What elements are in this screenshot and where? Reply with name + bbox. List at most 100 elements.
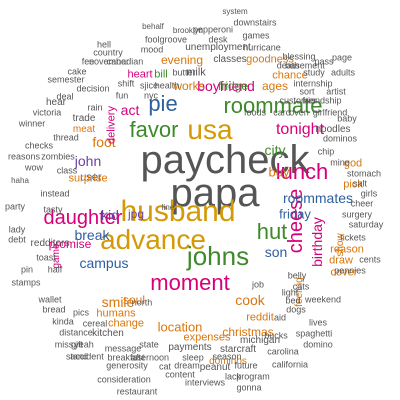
word: job — [251, 279, 265, 290]
word: surgery — [341, 209, 373, 220]
word: wow — [24, 162, 44, 173]
word: usa — [187, 114, 233, 145]
word: draw — [329, 254, 353, 267]
word: carolina — [267, 346, 299, 357]
word: friday — [279, 206, 311, 222]
word: card — [273, 107, 291, 118]
word: domino — [303, 339, 333, 350]
word: debt — [8, 234, 26, 245]
word: foolgroove — [144, 34, 188, 45]
word: sleep — [182, 352, 204, 363]
word: yeah — [74, 339, 94, 350]
word: girlfriend — [312, 107, 348, 118]
word: fee — [81, 56, 95, 67]
word: tickets — [340, 232, 366, 243]
word: starcraft — [219, 344, 257, 355]
word: state — [139, 339, 159, 350]
word: system — [222, 7, 248, 16]
word: pin — [20, 264, 34, 275]
word: promise — [48, 237, 92, 251]
word: unemployment — [185, 42, 251, 53]
word: salt — [352, 178, 368, 189]
word: internship — [293, 78, 333, 89]
word: customer — [279, 95, 317, 106]
word: heart — [127, 68, 153, 81]
word: sort — [299, 86, 315, 97]
word: friendship — [302, 95, 342, 106]
word: milk — [186, 66, 206, 79]
word: johns — [186, 241, 250, 271]
word: husband — [120, 195, 236, 228]
word: redditors — [30, 238, 70, 249]
word: bucks — [264, 330, 288, 341]
word: bill — [154, 68, 168, 81]
word: future — [234, 360, 258, 371]
word: mine — [330, 157, 350, 168]
word: noodles — [315, 124, 351, 135]
word: toast — [36, 252, 56, 263]
word: reddit — [246, 311, 274, 324]
word: city — [264, 142, 286, 158]
word: brooklyn — [172, 26, 204, 35]
word: gonna — [236, 382, 262, 393]
word: cook — [235, 292, 265, 308]
word: program — [236, 371, 270, 382]
word: expenses — [183, 331, 231, 344]
word: behalf — [142, 22, 164, 31]
word: thread — [53, 132, 79, 143]
word: roommates — [282, 190, 354, 206]
word: zombies — [41, 151, 75, 162]
word: lack — [224, 371, 242, 382]
word: spaghetti — [295, 328, 333, 339]
word: lunch — [275, 159, 329, 184]
word: generosity — [106, 360, 148, 371]
word: break — [74, 227, 110, 243]
word: baby — [337, 113, 357, 124]
word: foods — [243, 107, 267, 118]
word: blessing — [282, 51, 316, 62]
word: girls — [360, 188, 378, 199]
word: haha — [11, 176, 29, 185]
word: paycheck — [140, 138, 310, 182]
word: dominos — [322, 133, 358, 144]
word: california — [271, 359, 309, 370]
word: boyfriend — [197, 78, 255, 94]
word: cereal — [82, 318, 108, 329]
word: shift — [117, 78, 135, 89]
word: butter — [172, 67, 196, 78]
word: papa — [170, 171, 260, 215]
word: surprise — [68, 172, 108, 185]
word: peanut — [199, 362, 231, 373]
word: reasons — [7, 151, 41, 162]
word: adults — [330, 67, 356, 78]
word: gift — [70, 339, 84, 350]
word: roommate — [223, 93, 323, 118]
word: kitchen — [92, 328, 124, 339]
word: checks — [24, 140, 54, 151]
word: lives — [308, 317, 328, 328]
word: dominos — [209, 356, 247, 367]
word: season — [212, 351, 242, 362]
word: wallet — [38, 294, 62, 305]
word: cheer — [350, 198, 374, 209]
word: winner — [18, 118, 46, 129]
word: daughter — [43, 207, 123, 229]
word: content — [165, 369, 195, 380]
word: ages — [261, 79, 289, 93]
word: michigan — [239, 335, 281, 346]
word: trade — [72, 113, 96, 124]
word: chance — [272, 69, 308, 82]
word: hear — [45, 97, 67, 108]
word: payments — [168, 342, 212, 353]
word: fun — [115, 90, 129, 101]
word: mood — [140, 44, 164, 55]
word: bread — [42, 304, 66, 315]
word: consideration — [97, 374, 151, 385]
word: fridge — [217, 79, 249, 93]
word: foot — [92, 134, 116, 150]
word: stamps — [11, 277, 41, 288]
word: god — [343, 157, 363, 170]
word: buy — [268, 164, 290, 180]
word: semester — [47, 74, 85, 85]
word: hut — [256, 219, 288, 244]
